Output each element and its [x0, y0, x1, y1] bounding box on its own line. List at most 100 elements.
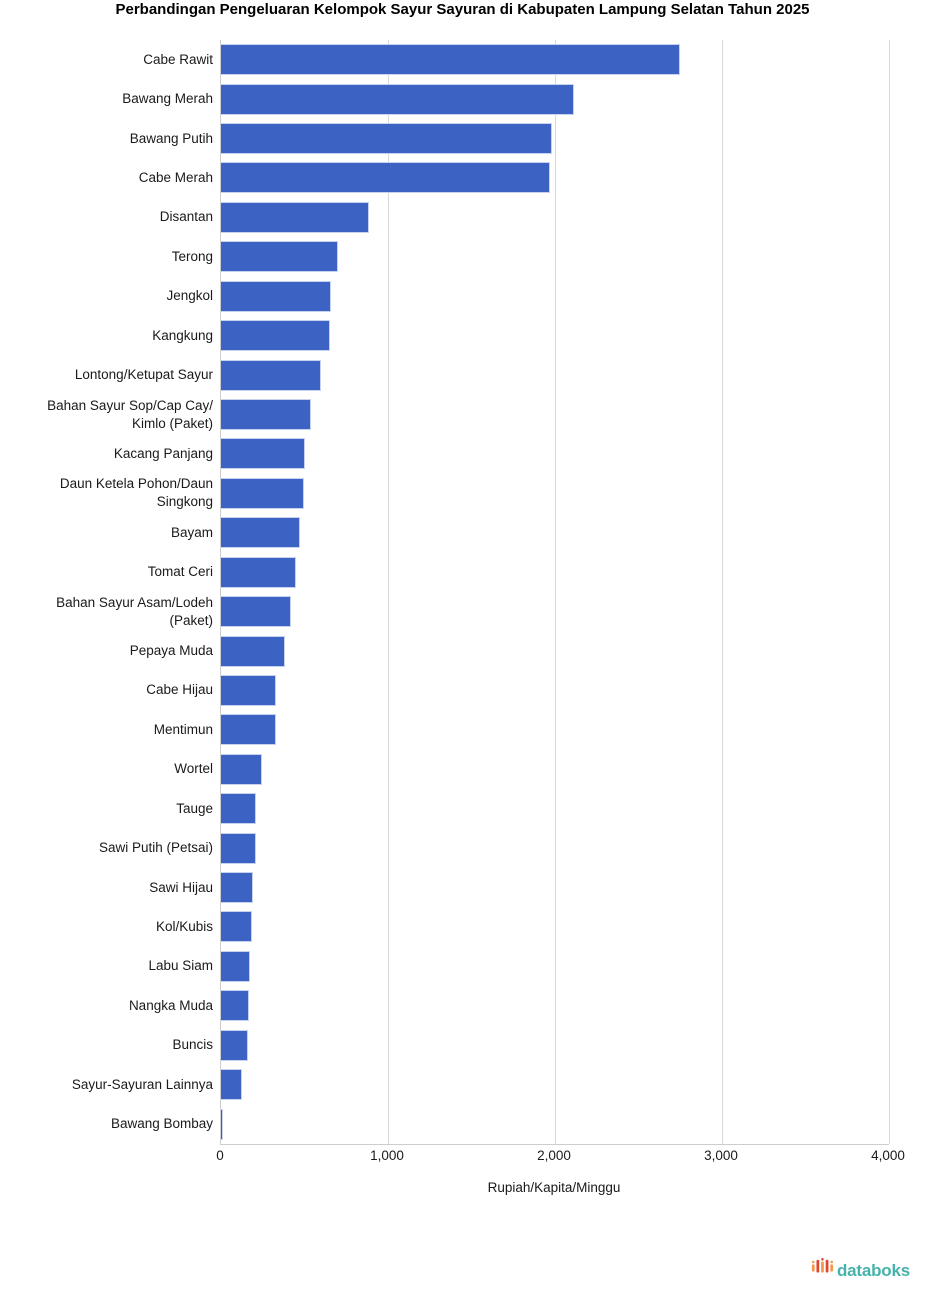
bar-row	[221, 395, 889, 434]
bar-row	[221, 947, 889, 986]
category-label-row: Kol/Kubis	[0, 907, 213, 946]
category-axis: Cabe Rawit Bawang Merah Bawang Putih Cabe M…	[0, 40, 213, 1144]
category-label-row: Terong	[0, 237, 213, 276]
gridline	[889, 40, 890, 1144]
bar-row	[221, 1026, 889, 1065]
bar-row	[221, 434, 889, 473]
category-label-row: Sawi Putih (Petsai)	[0, 828, 213, 867]
category-label-row: Nangka Muda	[0, 986, 213, 1025]
category-label: Nangka Muda	[128, 997, 213, 1013]
category-label: Pepaya Muda	[129, 643, 213, 659]
bar-row	[221, 237, 889, 276]
x-tick-label: 1,000	[370, 1148, 404, 1163]
category-label-row: Lontong/Ketupat Sayur	[0, 355, 213, 394]
bar	[221, 911, 253, 943]
category-label: Cabe Hijau	[146, 682, 213, 698]
category-label: Wortel	[174, 761, 213, 777]
bar-row	[221, 1104, 889, 1143]
category-label-row: Bawang Bombay	[0, 1104, 213, 1143]
category-label-row: Cabe Rawit	[0, 40, 213, 79]
bar-row	[221, 828, 889, 867]
category-label: Kangkung	[152, 327, 213, 343]
gridline	[555, 40, 556, 1144]
category-label-row: Kacang Panjang	[0, 434, 213, 473]
category-label: Jengkol	[166, 288, 213, 304]
bar-row	[221, 750, 889, 789]
bar	[221, 832, 256, 864]
category-label-row: Mentimun	[0, 710, 213, 749]
category-label-row: Kangkung	[0, 316, 213, 355]
category-label-row: Cabe Merah	[0, 158, 213, 197]
category-label-row: Sawi Hijau	[0, 868, 213, 907]
bar	[221, 44, 681, 76]
category-label-row: Pepaya Muda	[0, 631, 213, 670]
category-label: Bawang Bombay	[110, 1116, 213, 1132]
bar-row	[221, 316, 889, 355]
category-label-row: Bahan Sayur Asam/Lodeh (Paket)	[0, 592, 213, 631]
bar-row	[221, 474, 889, 513]
bar-row	[221, 355, 889, 394]
bar-row	[221, 552, 889, 591]
bar	[221, 635, 285, 667]
category-label: Disantan	[159, 209, 213, 225]
category-label: Sawi Putih (Petsai)	[98, 840, 213, 856]
category-label-row: Wortel	[0, 750, 213, 789]
category-label-row: Tauge	[0, 789, 213, 828]
bar-row	[221, 592, 889, 631]
chart-title: Perbandingan Pengeluaran Kelompok Sayur …	[115, 1, 810, 18]
category-label: Lontong/Ketupat Sayur	[74, 367, 213, 383]
bar-row	[221, 119, 889, 158]
category-label-row: Bawang Putih	[0, 119, 213, 158]
category-label: Cabe Merah	[138, 169, 213, 185]
x-axis-ticks: 0 1,000 2,000 3,000 4,000	[216, 1148, 905, 1168]
category-label-row: Sayur-Sayuran Lainnya	[0, 1065, 213, 1104]
bar	[221, 477, 305, 509]
category-label-row: Labu Siam	[0, 947, 213, 986]
bar-row	[221, 868, 889, 907]
bar	[221, 950, 250, 982]
bar-row	[221, 513, 889, 552]
category-label-row: Bahan Sayur Sop/Cap Cay/ Kimlo (Paket)	[0, 395, 213, 434]
bar	[221, 753, 262, 785]
bar-row	[221, 158, 889, 197]
bar-row	[221, 710, 889, 749]
category-label-row: Buncis	[0, 1026, 213, 1065]
gridline	[388, 40, 389, 1144]
category-label: Bahan Sayur Sop/Cap Cay/ Kimlo (Paket)	[47, 397, 213, 431]
category-label: Tomat Ceri	[147, 564, 213, 580]
bar	[221, 793, 257, 825]
bar	[221, 990, 250, 1022]
bar-row	[221, 79, 889, 118]
category-label: Bahan Sayur Asam/Lodeh (Paket)	[56, 594, 213, 628]
x-axis-title: Rupiah/Kapita/Minggu	[487, 1180, 621, 1195]
bar	[221, 1108, 223, 1140]
bar-row	[221, 907, 889, 946]
bar-row	[221, 631, 889, 670]
category-label: Sawi Hijau	[149, 879, 213, 895]
category-label: Bawang Putih	[129, 130, 213, 146]
bar	[221, 556, 296, 588]
bar-row	[221, 986, 889, 1025]
category-label: Terong	[171, 248, 213, 264]
databoks-logo: databoks	[810, 1256, 910, 1285]
bar	[221, 359, 321, 391]
category-label-row: Daun Ketela Pohon/Daun Singkong	[0, 474, 213, 513]
databoks-wordmark: databoks	[836, 1260, 910, 1280]
bar	[221, 280, 332, 312]
category-label: Kol/Kubis	[155, 918, 213, 934]
x-tick-label: 4,000	[871, 1148, 905, 1163]
category-label-row: Disantan	[0, 198, 213, 237]
bar-row	[221, 198, 889, 237]
category-label: Mentimun	[153, 721, 213, 737]
plot-area	[220, 40, 890, 1145]
bar-row	[221, 789, 889, 828]
bar	[221, 1029, 249, 1061]
category-label: Bayam	[170, 524, 213, 540]
bar	[221, 438, 305, 470]
databoks-bars-icon	[810, 1256, 834, 1285]
bar	[221, 517, 300, 549]
bar	[221, 872, 254, 904]
x-tick-label: 0	[216, 1148, 224, 1163]
x-tick-label: 2,000	[537, 1148, 571, 1163]
